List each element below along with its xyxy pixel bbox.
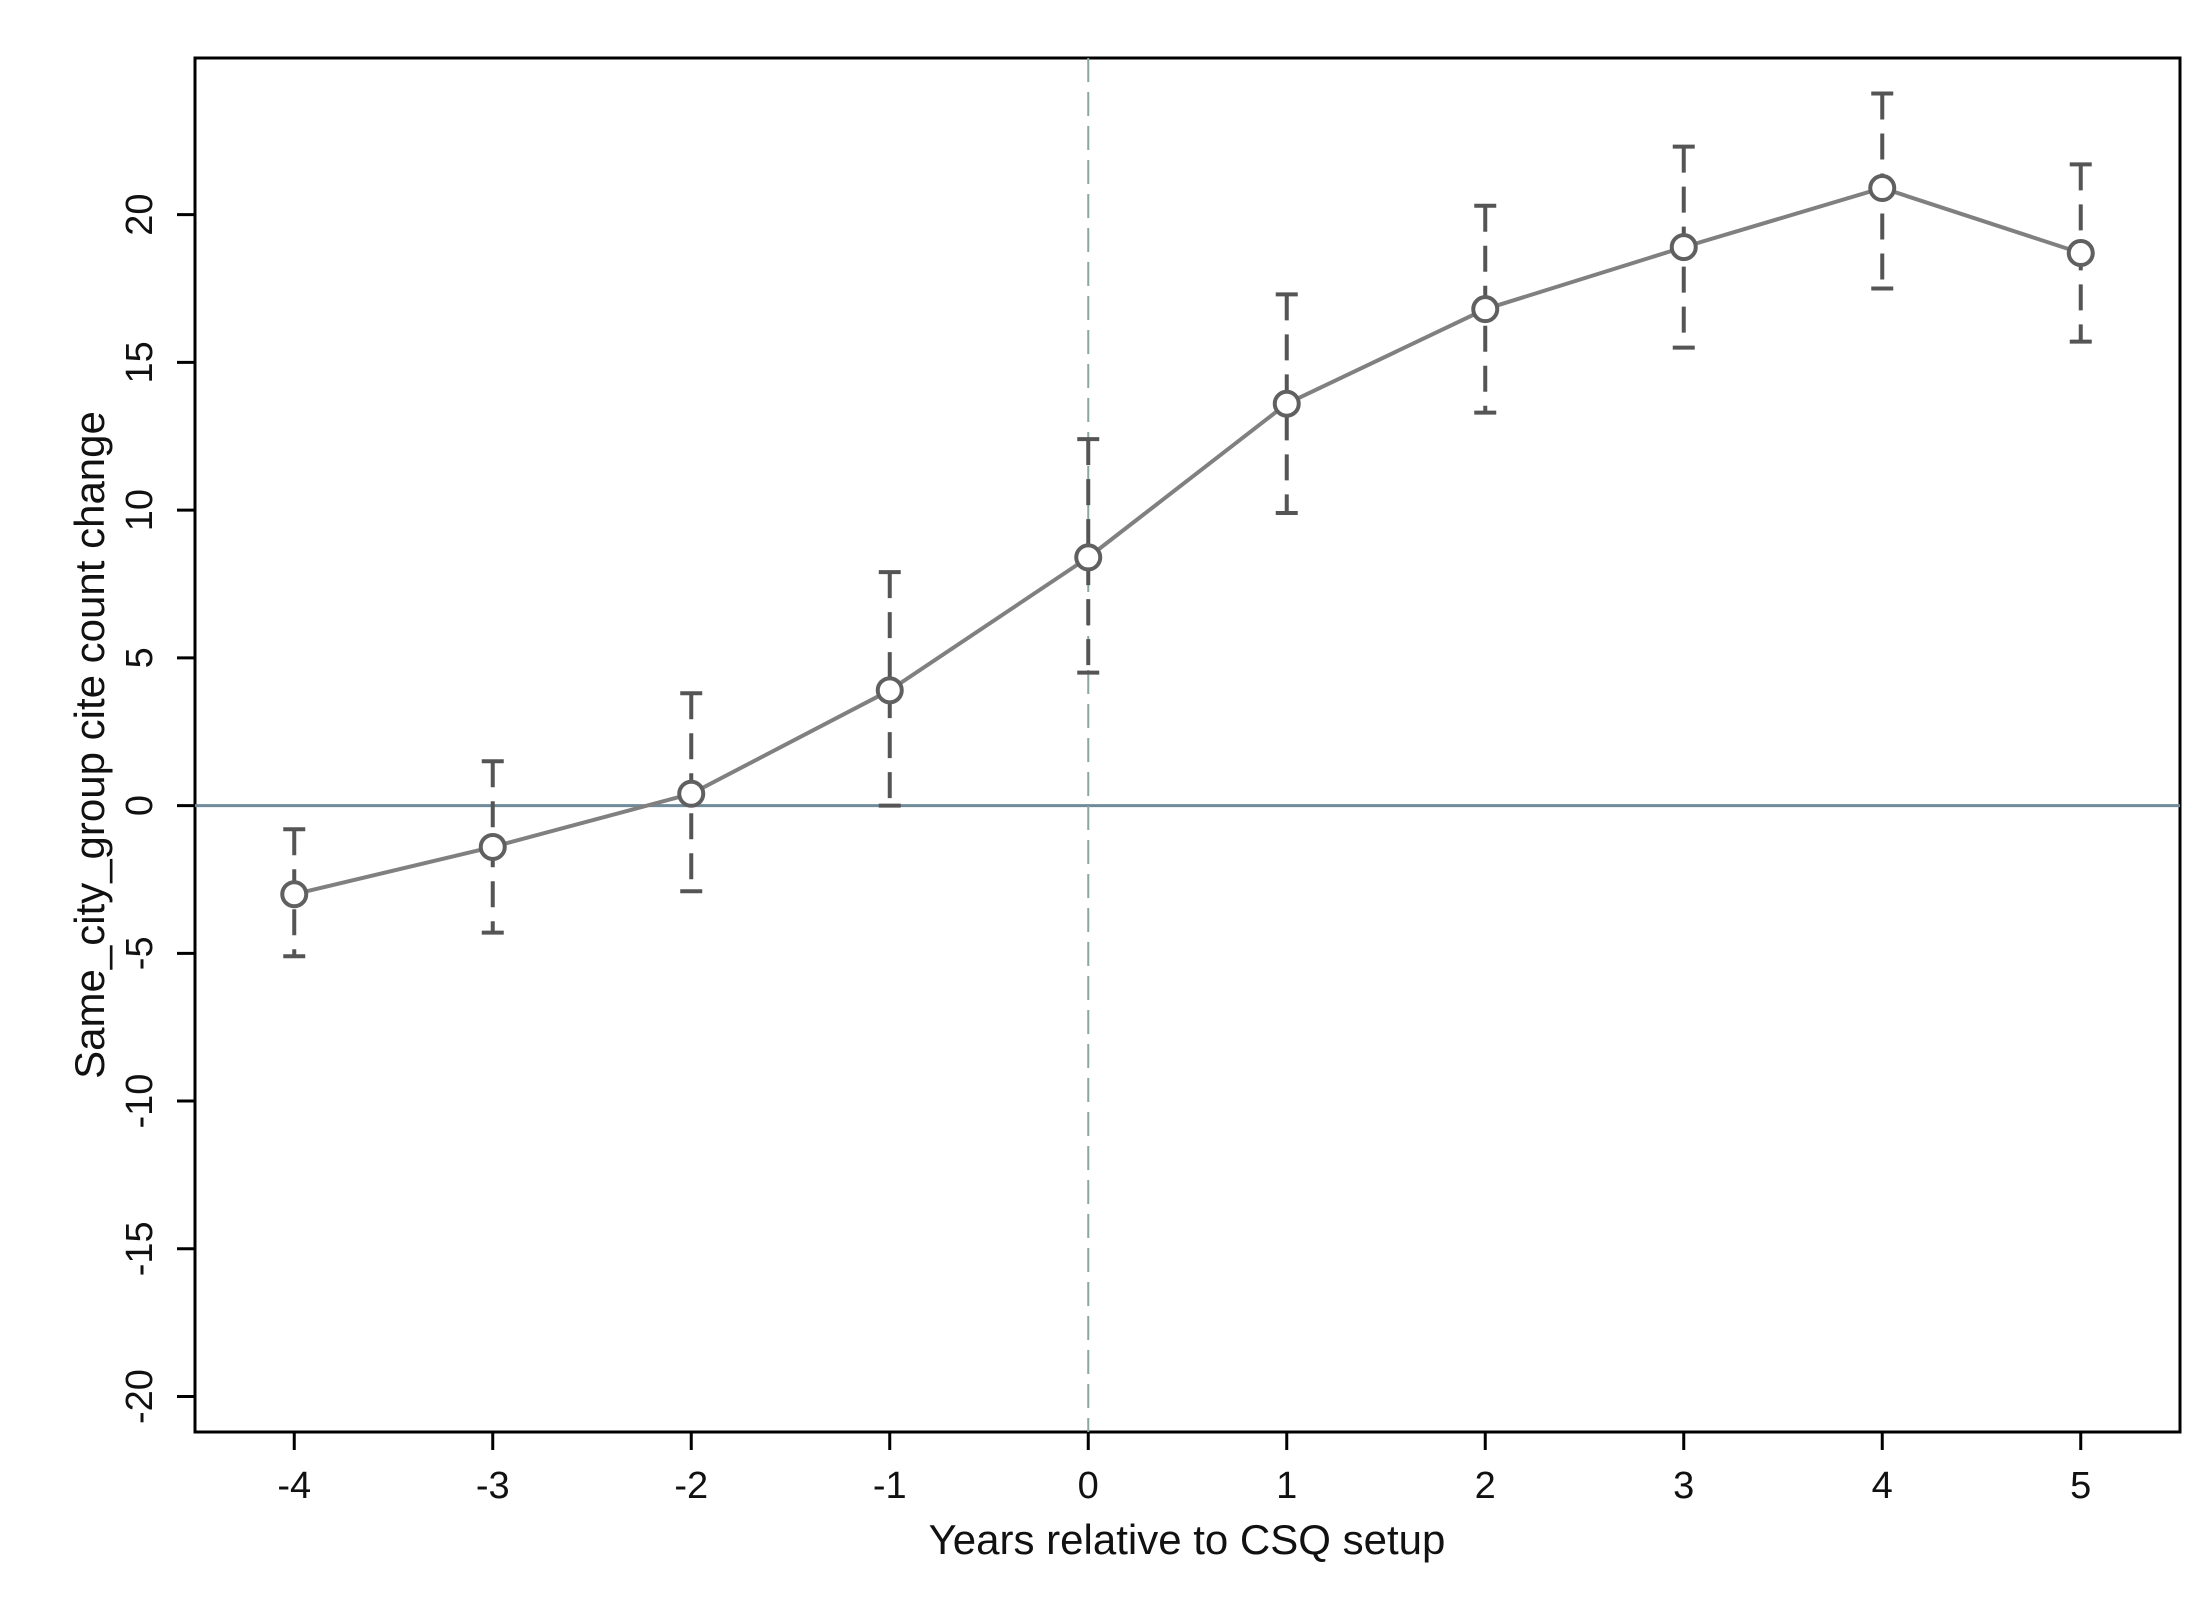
data-point: [1868, 174, 1897, 203]
x-tick-label: 4: [1872, 1465, 1893, 1507]
data-point: [2066, 239, 2095, 268]
x-tick-label: 1: [1276, 1465, 1297, 1507]
series-line: [293, 185, 2082, 897]
y-tick-label: -10: [119, 1074, 161, 1129]
x-axis-title: Years relative to CSQ setup: [929, 1516, 1446, 1563]
x-tick-label: 2: [1475, 1465, 1496, 1507]
y-axis-title: Same_city_group cite count change: [66, 411, 113, 1079]
y-tick-label: 0: [119, 795, 161, 816]
data-point: [280, 880, 309, 909]
data-point: [478, 832, 507, 861]
x-tick-label: -3: [476, 1465, 510, 1507]
series: [280, 174, 2095, 909]
data-point: [1074, 543, 1103, 572]
plot-area: [193, 56, 2182, 1434]
x-tick-label: -2: [674, 1465, 708, 1507]
x-tick-label: 5: [2070, 1465, 2091, 1507]
y-tick-label: -15: [119, 1221, 161, 1276]
y-tick-label: 10: [119, 489, 161, 531]
data-point: [677, 779, 706, 808]
data-point: [875, 676, 904, 705]
y-tick-label: 20: [119, 193, 161, 235]
reference-lines: [195, 58, 2180, 1432]
y-tick-label: 15: [119, 341, 161, 383]
x-tick-label: -1: [873, 1465, 907, 1507]
y-tick-label: 5: [119, 647, 161, 668]
data-point: [1272, 389, 1301, 418]
data-point: [1471, 295, 1500, 324]
x-tick-label: -4: [277, 1465, 311, 1507]
x-tick-label: 3: [1673, 1465, 1694, 1507]
data-point: [1669, 233, 1698, 262]
y-tick-label: -5: [119, 936, 161, 970]
y-tick-label: -20: [119, 1369, 161, 1424]
x-tick-label: 0: [1078, 1465, 1099, 1507]
